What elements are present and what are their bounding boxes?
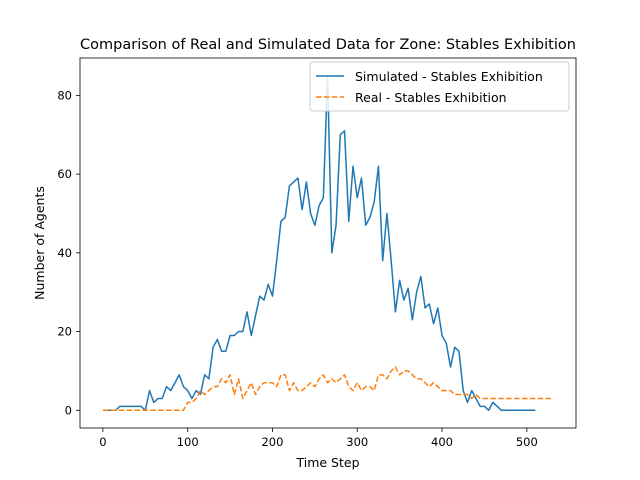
x-tick-label: 0 <box>99 435 106 449</box>
y-tick-label: 40 <box>57 246 72 260</box>
x-tick-label: 300 <box>346 435 368 449</box>
series-layer <box>102 74 553 412</box>
axes-frame <box>79 57 577 429</box>
x-tick-label: 100 <box>177 435 199 449</box>
y-tick-label: 60 <box>57 167 72 181</box>
x-tick-label: 500 <box>516 435 538 449</box>
y-tick-label: 20 <box>57 325 72 339</box>
x-axis-label: Time Step <box>295 455 359 470</box>
y-tick-label: 80 <box>57 88 72 102</box>
legend: Simulated - Stables Exhibition Real - St… <box>309 61 570 112</box>
x-tick-label: 400 <box>431 435 453 449</box>
series-line-simulated <box>102 74 536 412</box>
legend-label-simulated: Simulated - Stables Exhibition <box>355 69 543 84</box>
series-line-real <box>102 366 553 412</box>
legend-box <box>309 61 570 112</box>
y-axis-label: Number of Agents <box>32 186 47 300</box>
x-axis-ticks: 0 100 200 300 400 500 <box>99 428 538 449</box>
plot-area: 0 100 200 300 400 500 0 20 40 60 80 <box>57 57 577 449</box>
legend-label-real: Real - Stables Exhibition <box>355 90 507 105</box>
x-tick-label: 200 <box>261 435 283 449</box>
y-axis-ticks: 0 20 40 60 80 <box>57 88 80 417</box>
y-tick-label: 0 <box>65 403 72 417</box>
chart-title: Comparison of Real and Simulated Data fo… <box>80 37 576 53</box>
